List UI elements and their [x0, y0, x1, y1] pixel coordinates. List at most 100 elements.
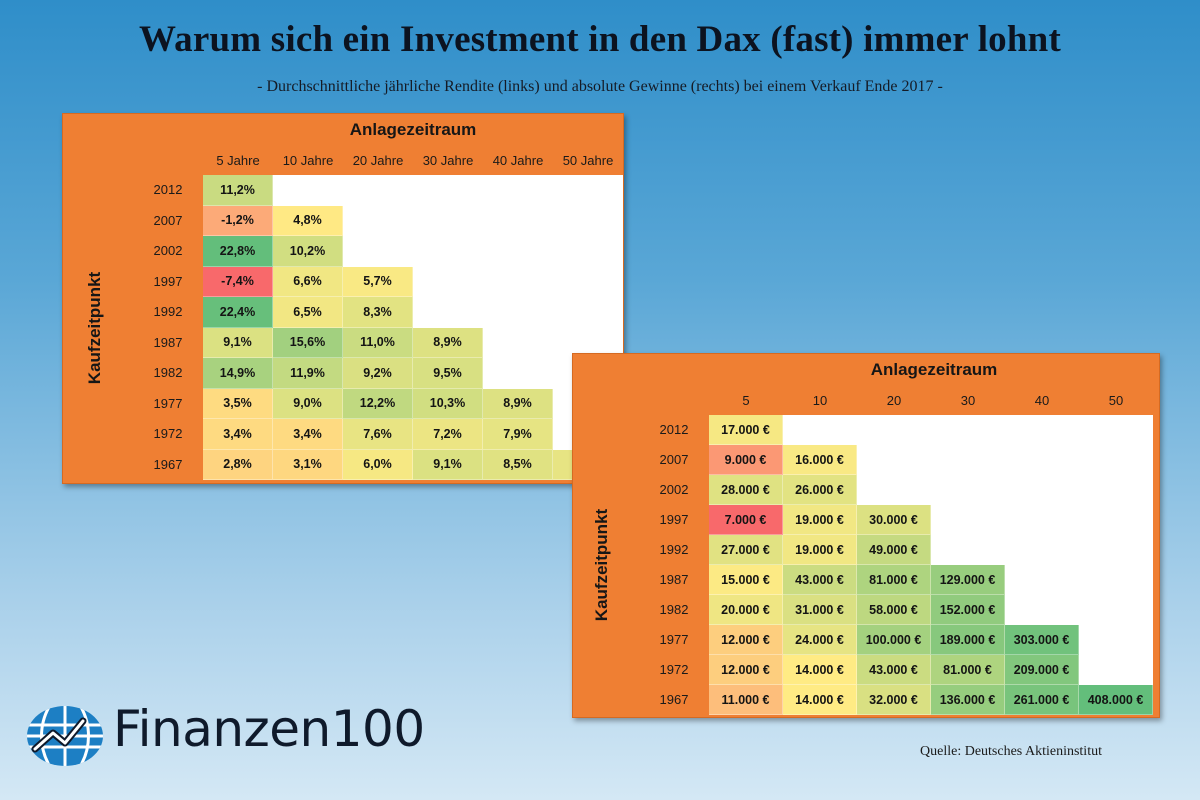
source-note: Quelle: Deutsches Aktieninstitut: [920, 744, 1102, 759]
heatmap-cell: 16.000 €: [783, 445, 857, 475]
column-label: 10: [812, 393, 828, 408]
heatmap-cell: 2,8%: [203, 449, 273, 480]
heatmap-cell: 9,1%: [413, 449, 483, 480]
heatmap-cell: 49.000 €: [857, 535, 931, 565]
heatmap-cell: 14,9%: [203, 358, 273, 389]
heatmap-cell: 8,3%: [343, 297, 413, 328]
heatmap-cell: 408.000 €: [1079, 685, 1153, 715]
row-axis-label: Kaufzeitpunkt: [85, 271, 104, 384]
heatmap-cell: 12,2%: [343, 388, 413, 419]
row-label: 1992: [659, 542, 689, 557]
heatmap-cell: 189.000 €: [931, 625, 1005, 655]
row-axis-label: Kaufzeitpunkt: [592, 508, 611, 622]
heatmap-cell: 31.000 €: [783, 595, 857, 625]
heatmap-cell: 3,5%: [203, 388, 273, 419]
column-label: 30: [960, 393, 976, 408]
row-label: 2007: [659, 452, 689, 467]
heatmap-cell: 22,4%: [203, 297, 273, 328]
row-label: 1972: [659, 662, 689, 677]
column-label: 40: [1034, 393, 1050, 408]
page-subtitle: - Durchschnittliche jährliche Rendite (l…: [257, 78, 943, 95]
heatmap-cell: 3,4%: [203, 419, 273, 450]
heatmap-cell: 8,5%: [483, 449, 553, 480]
heatmap-cell: 9,2%: [343, 358, 413, 389]
heatmap-cell: 6,5%: [273, 297, 343, 328]
heatmap-cell: 8,9%: [483, 388, 553, 419]
column-label: 10 Jahre: [282, 153, 334, 168]
heatmap-cell: 10,3%: [413, 388, 483, 419]
heatmap-cell: 5,7%: [343, 266, 413, 297]
heatmap-cell: 14.000 €: [783, 685, 857, 715]
heatmap-cell: 136.000 €: [931, 685, 1005, 715]
heatmap-cell: 9,5%: [413, 358, 483, 389]
heatmap-cell: 7,6%: [343, 419, 413, 450]
row-label: 2002: [659, 482, 689, 497]
heatmap-cell: -7,4%: [203, 266, 273, 297]
heatmap-cell: 14.000 €: [783, 655, 857, 685]
returns-heatmap-panel: Anlagezeitraum Kaufzeitpunkt 11,2% -1,2% 4…: [62, 113, 624, 484]
heatmap-cell: -1,2%: [203, 205, 273, 236]
heatmap-cell: 43.000 €: [783, 565, 857, 595]
row-label: 1977: [659, 632, 689, 647]
row-label: 1992: [153, 304, 183, 319]
heatmap-cell: 6,6%: [273, 266, 343, 297]
heatmap-cell: 20.000 €: [709, 595, 783, 625]
row-label: 1967: [659, 692, 689, 707]
column-label: 50: [1108, 393, 1124, 408]
heatmap-cell: 261.000 €: [1005, 685, 1079, 715]
row-label: 1982: [153, 365, 183, 380]
column-label: 30 Jahre: [422, 153, 474, 168]
heatmap-cell: 3,1%: [273, 449, 343, 480]
heatmap-cell: 24.000 €: [783, 625, 857, 655]
row-label: 2002: [153, 243, 183, 258]
globe-chart-icon: [27, 706, 103, 766]
row-label: 2012: [153, 182, 183, 197]
row-label: 1997: [659, 512, 689, 527]
heatmap-cell: 81.000 €: [931, 655, 1005, 685]
row-label: 2007: [153, 212, 183, 228]
heatmap-cell: 209.000 €: [1005, 655, 1079, 685]
heatmap-cell: 11,2%: [203, 175, 273, 206]
heatmap-cell: 19.000 €: [783, 535, 857, 565]
row-label: 1987: [153, 334, 183, 350]
heatmap-cell: 32.000 €: [857, 685, 931, 715]
heatmap-cell: 15.000 €: [709, 565, 783, 595]
column-axis-label: Anlagezeitraum: [870, 360, 998, 379]
heatmap-cell: 152.000 €: [931, 595, 1005, 625]
heatmap-cell: 43.000 €: [857, 655, 931, 685]
heatmap-cell: 11,9%: [273, 358, 343, 389]
column-label: 5 Jahre: [216, 153, 260, 168]
row-label: 1977: [153, 395, 183, 411]
heatmap-cell: 7,9%: [483, 419, 553, 450]
heatmap-cell: 58.000 €: [857, 595, 931, 625]
heatmap-cell: 9,1%: [203, 327, 273, 358]
row-label: 1967: [153, 456, 183, 472]
heatmap-cell: 100.000 €: [857, 625, 931, 655]
heatmap-cell: 22,8%: [203, 236, 273, 267]
heatmap-cell: 81.000 €: [857, 565, 931, 595]
row-label: 2012: [659, 422, 689, 437]
heatmap-cell: 7,2%: [413, 419, 483, 450]
heatmap-cell: 27.000 €: [709, 535, 783, 565]
gains-heatmap-panel: Anlagezeitraum Kaufzeitpunkt 17.000 €9.0…: [572, 353, 1160, 718]
heatmap-cell: 12.000 €: [709, 625, 783, 655]
column-label: 5: [742, 393, 750, 408]
heatmap-cell: 19.000 €: [783, 505, 857, 535]
heatmap-cell: 26.000 €: [783, 475, 857, 505]
heatmap-cell: 303.000 €: [1005, 625, 1079, 655]
heatmap-cell: 129.000 €: [931, 565, 1005, 595]
row-label: 1997: [153, 273, 183, 289]
heatmap-cell: 10,2%: [273, 236, 343, 267]
heatmap-cell: 8,9%: [413, 327, 483, 358]
heatmap-cell: 6,0%: [343, 449, 413, 480]
gains-grid: 17.000 €9.000 €16.000 €28.000 €26.000 €7…: [709, 415, 1153, 715]
heatmap-cell: 28.000 €: [709, 475, 783, 505]
column-label: 20 Jahre: [352, 153, 404, 168]
row-label: 1987: [659, 572, 689, 587]
row-label: 1972: [153, 426, 183, 441]
column-label: 50 Jahre: [562, 153, 614, 168]
returns-grid: 11,2% -1,2% 4,8% 22,8% 10,2% -7,4% 6,6% 5,7% 22,…: [203, 175, 623, 480]
column-label: 40 Jahre: [492, 153, 544, 168]
heatmap-cell: 9,0%: [273, 388, 343, 419]
column-label: 20: [886, 393, 902, 408]
